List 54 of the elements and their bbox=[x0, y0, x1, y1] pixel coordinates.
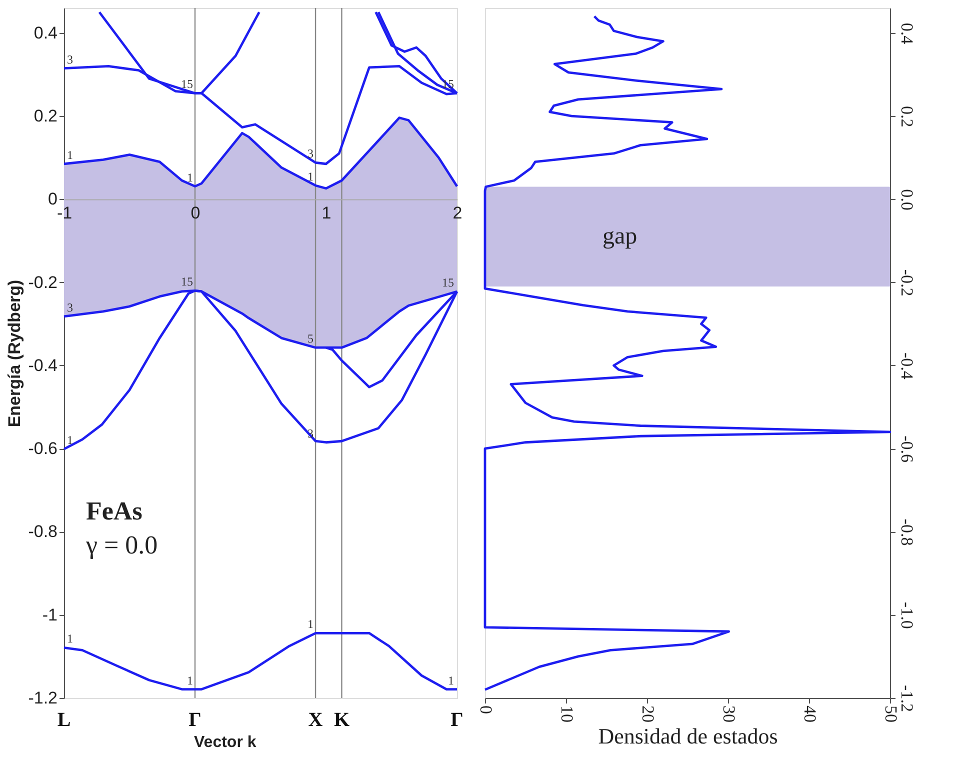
annotation: 15 bbox=[442, 275, 454, 290]
y-tick-label: 0 bbox=[48, 190, 58, 209]
x-tick-label: 40 bbox=[800, 706, 820, 722]
x-tick-label: 2 bbox=[452, 204, 462, 223]
ref-line-label: X bbox=[308, 709, 324, 731]
x-tick-label: 0 bbox=[190, 204, 200, 223]
text: L bbox=[57, 709, 71, 731]
y-tick-label: -1.2 bbox=[28, 688, 58, 708]
y-tick-label: -0.4 bbox=[28, 356, 58, 375]
annotation: 1 bbox=[308, 617, 314, 632]
annotation: 15 bbox=[181, 77, 193, 92]
annotation: 1 bbox=[67, 433, 73, 448]
x-tick-label: 20 bbox=[638, 706, 658, 722]
annotation: γ = 0.0 bbox=[85, 530, 158, 560]
y-tick-label: 0.4 bbox=[898, 22, 916, 45]
y-axis-title: Energía (Rydberg) bbox=[5, 280, 24, 428]
x-tick-label: 30 bbox=[720, 706, 738, 722]
ref-line-label: Γ bbox=[188, 709, 202, 731]
y-tick-label: 0.0 bbox=[898, 189, 916, 210]
y-tick-label: -0.8 bbox=[898, 518, 916, 546]
annotation: 1 bbox=[187, 170, 193, 184]
y-tick-label: -1.2 bbox=[898, 685, 916, 712]
y-tick-label: -1 bbox=[42, 605, 58, 624]
annotation: FeAs bbox=[86, 496, 142, 526]
annotation: 1 bbox=[67, 632, 73, 646]
y-tick-label: -1.0 bbox=[898, 602, 916, 629]
annotation: 1 bbox=[448, 673, 454, 688]
annotation: 5 bbox=[308, 332, 314, 346]
y-tick-label: 0.2 bbox=[34, 106, 58, 126]
x-axis-title: Densidad de estados bbox=[598, 724, 778, 748]
y-tick-label: -0.8 bbox=[28, 522, 58, 542]
x-tick-label: 1 bbox=[322, 204, 332, 223]
x-tick-label: 10 bbox=[558, 706, 576, 722]
x-tick-label: 50 bbox=[882, 706, 900, 722]
annotation: 1 bbox=[67, 148, 73, 162]
band-label: gap bbox=[602, 224, 638, 250]
x-tick-label: -1 bbox=[56, 204, 72, 223]
annotation: 1 bbox=[187, 673, 193, 688]
y-tick-label: -0.2 bbox=[28, 272, 58, 292]
y-tick-label: 0.2 bbox=[898, 106, 916, 128]
y-tick-label: -0.4 bbox=[898, 352, 916, 380]
text: Γ bbox=[450, 709, 464, 731]
annotation: 15 bbox=[181, 274, 193, 289]
ref-line-label: K bbox=[334, 709, 350, 731]
annotation: 3 bbox=[67, 52, 73, 66]
annotation: 1 bbox=[308, 169, 314, 184]
y-tick-label: 0.4 bbox=[34, 23, 58, 42]
y-tick-label: -0.6 bbox=[28, 439, 58, 458]
annotation: 3 bbox=[67, 300, 73, 314]
x-tick-label: 0 bbox=[476, 706, 496, 714]
y-tick-label: -0.2 bbox=[898, 269, 916, 296]
x-axis-title: Vector k bbox=[194, 734, 256, 751]
annotation: 3 bbox=[308, 146, 314, 161]
y-tick-label: -0.6 bbox=[898, 436, 916, 463]
